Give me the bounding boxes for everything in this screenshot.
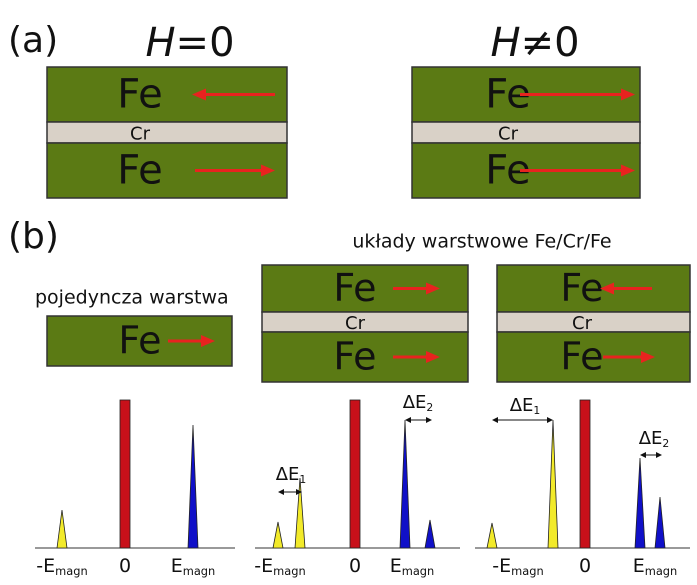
relation: =0 xyxy=(176,20,235,66)
label-text: -E xyxy=(254,555,273,577)
label-sub: magn xyxy=(55,564,88,578)
axis-label: Emagn xyxy=(633,555,678,578)
label-text: 0 xyxy=(119,555,131,577)
cr-layer xyxy=(412,122,640,143)
arrow-head xyxy=(426,417,432,423)
axis-label: -Emagn xyxy=(36,555,87,578)
symbol: H xyxy=(145,20,175,66)
shift-label: ΔE2 xyxy=(639,428,670,450)
layer-label: Fe xyxy=(333,335,376,379)
layer-label: Cr xyxy=(572,313,593,334)
figure: (a) H=0 H≠0 (b) układy warstwowe Fe/Cr/F… xyxy=(0,0,697,585)
label-text: 0 xyxy=(349,555,361,577)
peak xyxy=(655,497,665,548)
peak xyxy=(188,425,198,548)
shift-label: ΔE1 xyxy=(276,464,307,486)
label-text: 0 xyxy=(579,555,591,577)
arrow-head xyxy=(492,417,498,423)
central-peak xyxy=(580,400,590,548)
label-text: -E xyxy=(492,555,511,577)
layer-label: Fe xyxy=(118,319,161,363)
axis-label: 0 xyxy=(349,555,361,577)
arrow-head xyxy=(278,489,284,495)
peak xyxy=(635,458,645,548)
label-text: ΔE xyxy=(403,392,427,413)
label-text: ΔE xyxy=(639,428,663,449)
label-text: E xyxy=(390,555,402,577)
axis-label: Emagn xyxy=(171,555,216,578)
shift-label: ΔE1 xyxy=(510,395,541,417)
peak xyxy=(487,523,497,548)
layer-label: Fe xyxy=(560,335,603,379)
arrow-head xyxy=(547,417,553,423)
layer-label: Cr xyxy=(498,124,519,145)
symbol: H xyxy=(490,20,520,66)
peak xyxy=(548,420,558,548)
axis-label: -Emagn xyxy=(254,555,305,578)
label-text: ΔE xyxy=(276,464,300,485)
peak xyxy=(295,478,305,548)
peak xyxy=(57,510,67,548)
axis-label: Emagn xyxy=(390,555,435,578)
label-sub: 2 xyxy=(426,401,433,414)
layer-label: Fe xyxy=(117,72,162,118)
label-sub: 1 xyxy=(533,404,540,417)
axis-label: 0 xyxy=(579,555,591,577)
label-sub: magn xyxy=(511,564,544,578)
single-title: pojedyncza warstwa xyxy=(35,287,229,309)
layer-label: Fe xyxy=(333,266,376,310)
arrow-head xyxy=(640,452,646,458)
label-text: -E xyxy=(36,555,55,577)
peak xyxy=(425,520,435,548)
multilayer-title: układy warstwowe Fe/Cr/Fe xyxy=(352,231,611,253)
peak xyxy=(273,522,283,548)
arrow-head xyxy=(656,452,662,458)
state-title: H≠0 xyxy=(490,20,579,66)
arrow-head xyxy=(405,417,411,423)
cr-layer xyxy=(497,312,690,332)
layer-label: Fe xyxy=(117,148,162,194)
relation: ≠0 xyxy=(521,20,580,66)
cr-layer xyxy=(47,122,287,143)
shift-label: ΔE2 xyxy=(403,392,434,414)
layer-label: Cr xyxy=(130,124,151,145)
label-text: E xyxy=(171,555,183,577)
cr-layer xyxy=(262,312,468,332)
label-sub: 1 xyxy=(299,473,306,486)
central-peak xyxy=(350,400,360,548)
label-sub: magn xyxy=(183,564,216,578)
label-sub: magn xyxy=(645,564,678,578)
central-peak xyxy=(120,400,130,548)
label-text: ΔE xyxy=(510,395,534,416)
panel-label: (b) xyxy=(8,216,59,257)
peak xyxy=(400,420,410,548)
label-sub: magn xyxy=(273,564,306,578)
panel-label: (a) xyxy=(8,20,58,61)
axis-label: -Emagn xyxy=(492,555,543,578)
state-title: H=0 xyxy=(145,20,234,66)
layer-label: Fe xyxy=(560,266,603,310)
axis-label: 0 xyxy=(119,555,131,577)
label-sub: 2 xyxy=(662,437,669,450)
layer-label: Cr xyxy=(345,313,366,334)
label-text: E xyxy=(633,555,645,577)
label-sub: magn xyxy=(402,564,435,578)
